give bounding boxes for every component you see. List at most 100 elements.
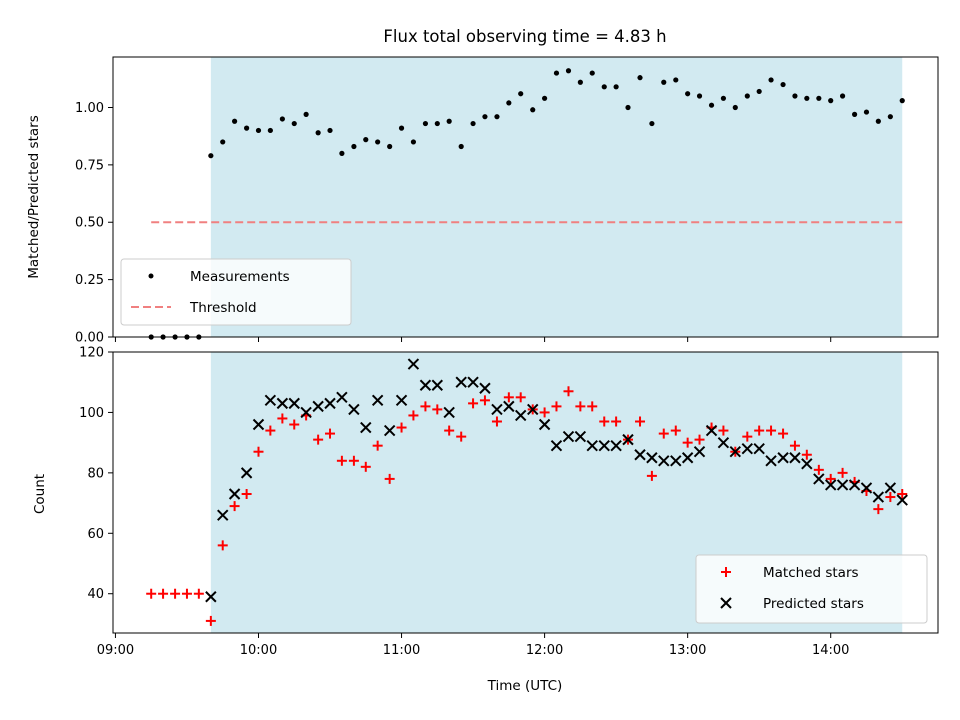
legend-matched-label: Matched stars bbox=[763, 565, 859, 581]
predicted-star-point bbox=[884, 482, 897, 494]
matched-star-point bbox=[575, 401, 586, 412]
matched-star-point bbox=[885, 492, 896, 503]
matched-star-point bbox=[205, 615, 216, 626]
measurement-point bbox=[458, 143, 464, 150]
predicted-star-point bbox=[395, 394, 408, 407]
top-legend: Measurements Threshold bbox=[120, 258, 352, 326]
measurement-point bbox=[494, 114, 500, 120]
matched-star-point bbox=[789, 440, 800, 451]
top-panel: 0.00 0.25 0.50 0.75 1.00 Flux total observin… bbox=[26, 27, 939, 346]
matched-star-point bbox=[515, 392, 526, 403]
matched-star-point bbox=[181, 588, 192, 599]
predicted-star-point bbox=[753, 442, 765, 455]
measurement-point bbox=[625, 104, 631, 111]
measurement-point bbox=[816, 95, 822, 101]
top-ytick-label: 0.00 bbox=[75, 331, 104, 346]
measurement-point bbox=[482, 114, 488, 120]
matched-star-point bbox=[599, 416, 610, 427]
predicted-star-point bbox=[705, 424, 718, 437]
measurement-point bbox=[887, 114, 893, 120]
predicted-star-point bbox=[825, 479, 837, 491]
measurement-point bbox=[673, 77, 679, 83]
predicted-star-point bbox=[288, 397, 300, 410]
predicted-star-point bbox=[598, 439, 610, 452]
predicted-star-point bbox=[562, 430, 575, 443]
matched-star-point bbox=[837, 467, 848, 478]
xtick-label: 14:00 bbox=[812, 643, 849, 658]
measurement-point bbox=[875, 118, 881, 124]
top-y-axis-label: Matched/Predicted stars bbox=[26, 115, 42, 278]
matched-star-point bbox=[229, 501, 240, 512]
bottom-ytick-label: 40 bbox=[87, 587, 104, 602]
matched-star-point bbox=[658, 428, 669, 439]
matched-star-point bbox=[336, 455, 347, 466]
xtick-label: 11:00 bbox=[383, 643, 420, 658]
measurement-point bbox=[565, 68, 572, 74]
measurement-point bbox=[637, 75, 643, 81]
measurement-point bbox=[589, 70, 595, 76]
matched-star-point bbox=[241, 489, 252, 500]
matched-star-point bbox=[766, 425, 777, 436]
predicted-star-point bbox=[264, 394, 277, 407]
predicted-star-point bbox=[550, 439, 563, 452]
predicted-star-point bbox=[407, 358, 420, 370]
matched-star-point bbox=[146, 588, 157, 599]
matched-star-point bbox=[277, 413, 288, 424]
measurement-point bbox=[649, 120, 655, 127]
measurement-point bbox=[315, 130, 321, 136]
matched-star-point bbox=[813, 464, 824, 475]
predicted-star-point bbox=[741, 442, 754, 455]
matched-star-point bbox=[444, 425, 455, 436]
bottom-ytick-label: 120 bbox=[79, 346, 104, 361]
xtick-label: 10:00 bbox=[240, 643, 277, 658]
legend-measurements-marker bbox=[148, 273, 154, 279]
predicted-star-point bbox=[443, 406, 455, 419]
measurement-point bbox=[267, 127, 273, 134]
legend-predicted-label: Predicted stars bbox=[763, 596, 864, 612]
matched-star-point bbox=[193, 588, 204, 599]
predicted-star-point bbox=[491, 403, 503, 416]
measurement-point bbox=[804, 95, 810, 101]
matched-star-point bbox=[670, 425, 681, 436]
measurement-point bbox=[220, 139, 226, 145]
measurement-point bbox=[410, 139, 417, 145]
predicted-star-point bbox=[658, 455, 670, 467]
xtick-label: 12:00 bbox=[526, 643, 563, 658]
xtick-label: 13:00 bbox=[669, 643, 706, 658]
predicted-star-point bbox=[574, 430, 587, 443]
measurement-point bbox=[661, 79, 667, 85]
measurement-point bbox=[780, 81, 786, 88]
matched-star-point bbox=[217, 540, 228, 551]
predicted-star-point bbox=[467, 376, 479, 388]
measurement-point bbox=[506, 100, 512, 106]
predicted-star-point bbox=[836, 479, 849, 491]
measurement-point bbox=[470, 120, 476, 127]
bottom-ytick-label: 100 bbox=[79, 406, 104, 421]
predicted-star-point bbox=[431, 379, 444, 391]
matched-star-point bbox=[754, 425, 765, 436]
measurement-point bbox=[244, 125, 250, 131]
measurement-point bbox=[685, 91, 691, 97]
predicted-star-point bbox=[610, 439, 622, 452]
predicted-star-point bbox=[252, 418, 265, 431]
predicted-star-point bbox=[503, 400, 515, 413]
predicted-star-point bbox=[729, 446, 741, 458]
measurement-point bbox=[863, 109, 870, 115]
measurement-point bbox=[303, 111, 309, 117]
chart-title: Flux total observing time = 4.83 h bbox=[383, 27, 666, 46]
measurement-point bbox=[398, 125, 405, 131]
matched-star-point bbox=[503, 392, 514, 403]
predicted-star-point bbox=[670, 455, 682, 467]
matched-star-point bbox=[587, 401, 598, 412]
measurement-point bbox=[339, 150, 345, 156]
predicted-star-point bbox=[848, 479, 861, 491]
predicted-star-point bbox=[324, 397, 336, 410]
top-ytick-label: 1.00 bbox=[75, 101, 104, 116]
measurement-point bbox=[768, 77, 774, 83]
matched-star-point bbox=[825, 473, 836, 484]
measurement-point bbox=[434, 120, 440, 127]
matched-star-point bbox=[265, 425, 276, 436]
measurement-point bbox=[231, 118, 238, 124]
predicted-star-point bbox=[646, 452, 658, 464]
